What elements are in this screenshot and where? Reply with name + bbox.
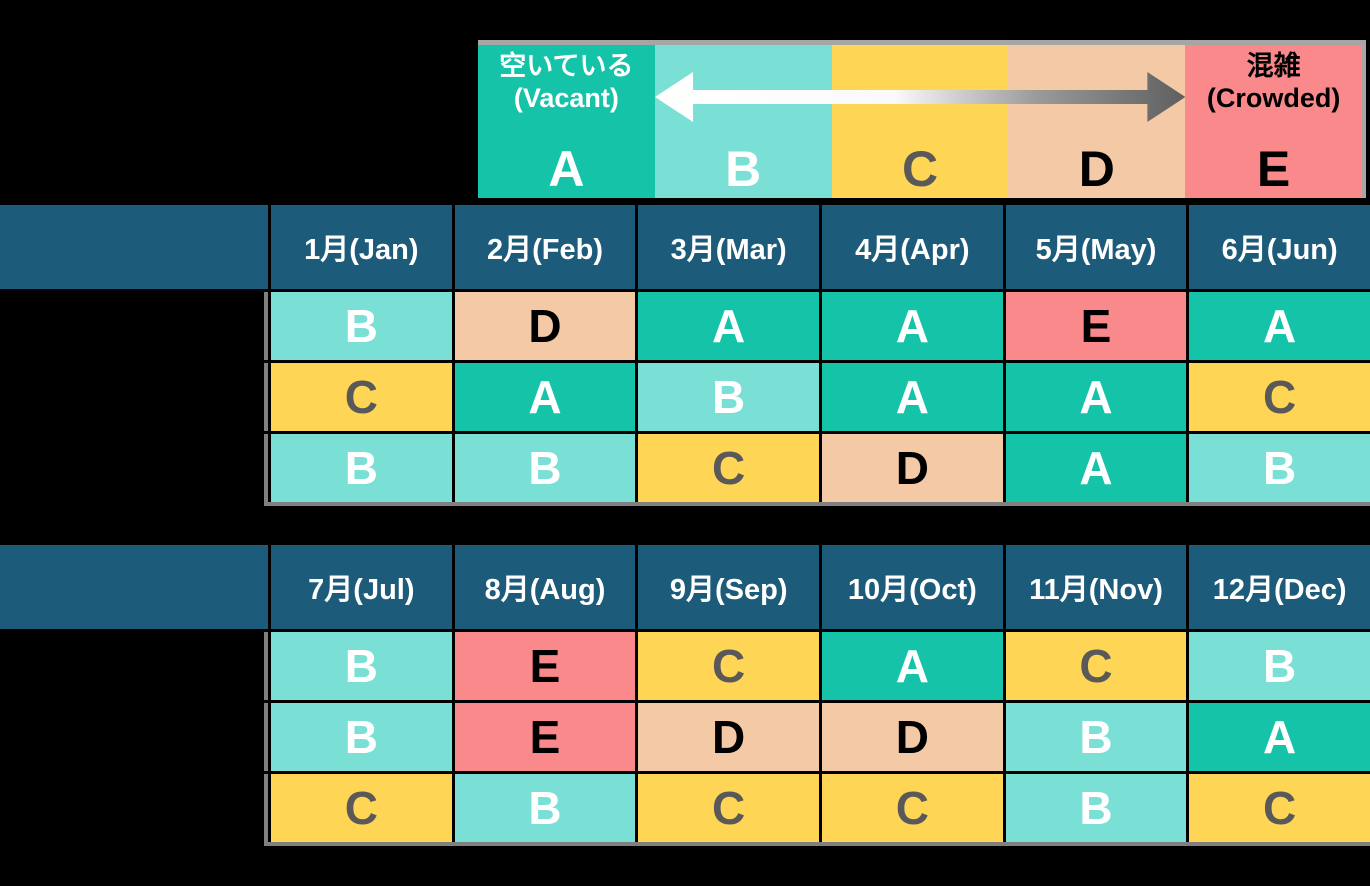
table-jul-dec-grid: 7月(Jul) 8月(Aug) 9月(Sep) 10月(Oct) 11月(Nov…: [0, 545, 1370, 842]
legend-crowded-label-en: (Crowded): [1206, 83, 1341, 114]
row-label-header: [0, 545, 268, 629]
grade-cell-nov-r1: C: [1005, 632, 1187, 700]
grade-cell-aug-r1: E: [454, 632, 636, 700]
grade-cell-aug-r2: E: [454, 703, 636, 771]
month-header-jan: 1月(Jan): [271, 205, 452, 289]
grade-cell-apr-r3: D: [822, 434, 1003, 502]
month-header-dec: 12月(Dec): [1189, 545, 1370, 629]
row-label: [0, 292, 268, 360]
legend-cell-c: C: [831, 45, 1009, 198]
legend-cell-e: 混雑 (Crowded) E: [1185, 45, 1362, 198]
row-label: [0, 703, 268, 771]
grade-cell-jan-r3: B: [271, 434, 452, 502]
congestion-legend: 空いている (Vacant) A B C D 混雑 (Crowded) E: [478, 40, 1366, 198]
grade-cell-jan-r2: C: [271, 363, 452, 431]
table-jan-jun: 1月(Jan) 2月(Feb) 3月(Mar) 4月(Apr) 5月(May) …: [0, 205, 1370, 506]
month-header-oct: 10月(Oct): [822, 545, 1003, 629]
legend-crowded-label-ja: 混雑: [1246, 51, 1301, 81]
legend-vacant-label-en: (Vacant): [513, 83, 619, 114]
grade-cell-jan-r1: B: [271, 292, 452, 360]
month-header-jun: 6月(Jun): [1189, 205, 1370, 289]
legend-cell-b: B: [654, 45, 832, 198]
legend-grade-letter-e: E: [1256, 141, 1291, 197]
grade-cell-may-r2: A: [1005, 363, 1187, 431]
grade-cell-dec-r2: A: [1189, 703, 1370, 771]
month-header-sep: 9月(Sep): [638, 545, 819, 629]
grade-cell-mar-r2: B: [638, 363, 819, 431]
row-label-header: [0, 205, 268, 289]
month-header-nov: 11月(Nov): [1005, 545, 1187, 629]
month-header-feb: 2月(Feb): [454, 205, 636, 289]
grade-cell-apr-r2: A: [822, 363, 1003, 431]
grade-cell-may-r1: E: [1005, 292, 1187, 360]
table-jan-jun-grid: 1月(Jan) 2月(Feb) 3月(Mar) 4月(Apr) 5月(May) …: [0, 205, 1370, 502]
grade-cell-mar-r3: C: [638, 434, 819, 502]
grade-cell-oct-r3: C: [822, 774, 1003, 842]
table-jul-dec: 7月(Jul) 8月(Aug) 9月(Sep) 10月(Oct) 11月(Nov…: [0, 545, 1370, 846]
table-bottom-edge: [264, 502, 1370, 506]
row-label: [0, 434, 268, 502]
grade-cell-sep-r2: D: [638, 703, 819, 771]
month-header-apr: 4月(Apr): [822, 205, 1003, 289]
grade-cell-oct-r1: A: [822, 632, 1003, 700]
row-label: [0, 363, 268, 431]
grade-cell-nov-r2: B: [1005, 703, 1187, 771]
grade-cell-dec-r1: B: [1189, 632, 1370, 700]
grade-cell-dec-r3: C: [1189, 774, 1370, 842]
legend-grade-letter-c: C: [901, 141, 939, 197]
grade-cell-aug-r3: B: [454, 774, 636, 842]
legend-cell-d: D: [1008, 45, 1186, 198]
table-bottom-edge: [264, 842, 1370, 846]
month-header-may: 5月(May): [1005, 205, 1187, 289]
grade-cell-jul-r1: B: [271, 632, 452, 700]
grade-cell-jul-r2: B: [271, 703, 452, 771]
grade-cell-jul-r3: C: [271, 774, 452, 842]
month-header-aug: 8月(Aug): [454, 545, 636, 629]
grade-cell-mar-r1: A: [638, 292, 819, 360]
grade-cell-feb-r1: D: [454, 292, 636, 360]
grade-cell-jun-r1: A: [1189, 292, 1370, 360]
grade-cell-apr-r1: A: [822, 292, 1003, 360]
grade-cell-sep-r3: C: [638, 774, 819, 842]
grade-cell-feb-r2: A: [454, 363, 636, 431]
month-header-jul: 7月(Jul): [271, 545, 452, 629]
grade-cell-jun-r3: B: [1189, 434, 1370, 502]
grade-cell-feb-r3: B: [454, 434, 636, 502]
grade-cell-oct-r2: D: [822, 703, 1003, 771]
legend-grade-letter-a: A: [548, 141, 585, 197]
legend-cell-a: 空いている (Vacant) A: [478, 45, 655, 198]
legend-vacant-label-ja: 空いている: [499, 51, 634, 81]
grade-cell-sep-r1: C: [638, 632, 819, 700]
grade-cell-nov-r3: B: [1005, 774, 1187, 842]
month-header-mar: 3月(Mar): [638, 205, 819, 289]
row-label: [0, 774, 268, 842]
row-label: [0, 632, 268, 700]
grade-cell-may-r3: A: [1005, 434, 1187, 502]
legend-grade-letter-b: B: [725, 141, 762, 197]
legend-grade-letter-d: D: [1078, 141, 1115, 197]
grade-cell-jun-r2: C: [1189, 363, 1370, 431]
